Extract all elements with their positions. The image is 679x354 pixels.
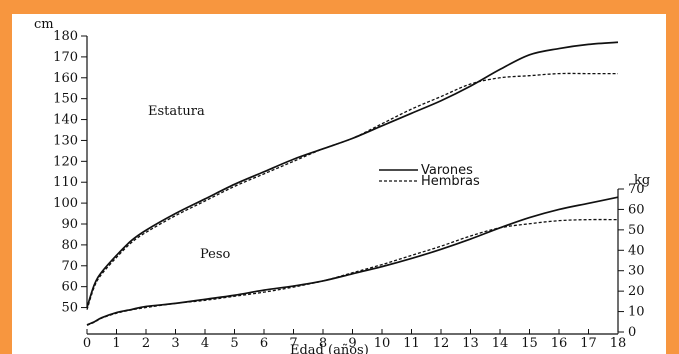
- y-right-tick-label: 0: [628, 325, 636, 340]
- y-left-tick-label: 60: [61, 280, 78, 295]
- x-tick-label: 12: [433, 336, 450, 351]
- growth-chart: 5060708090100110120130140150160170180010…: [34, 17, 650, 354]
- y-right-tick-label: 40: [628, 243, 645, 258]
- y-right-tick-label: 60: [628, 202, 645, 217]
- y-left-tick-label: 80: [61, 238, 78, 253]
- y-left-tick-label: 110: [53, 175, 78, 190]
- x-tick-label: 13: [462, 336, 479, 351]
- x-tick-label: 17: [580, 336, 597, 351]
- legend-label-hembras: Hembras: [421, 174, 480, 189]
- y-left-tick-label: 90: [61, 217, 78, 232]
- y-left-tick-label: 150: [53, 92, 78, 107]
- y-right-tick-label: 30: [628, 264, 645, 279]
- y-left-tick-label: 50: [61, 301, 78, 316]
- x-tick-label: 15: [521, 336, 538, 351]
- x-tick-label: 14: [492, 336, 509, 351]
- x-tick-label: 1: [112, 336, 120, 351]
- y-right-tick-label: 20: [628, 284, 645, 299]
- y-right-tick-label: 10: [628, 305, 645, 320]
- y-left-tick-label: 120: [53, 154, 78, 169]
- y-left-tick-label: 180: [53, 29, 78, 44]
- annotation-peso: Peso: [200, 247, 231, 262]
- series-lines: [86, 41, 619, 326]
- series-peso-varones: [86, 196, 619, 326]
- legend-label-varones: Varones: [421, 163, 473, 178]
- x-tick-label: 0: [83, 336, 91, 351]
- y-left-tick-label: 170: [53, 50, 78, 65]
- x-tick-label: 3: [171, 336, 179, 351]
- y-right-unit: kg: [634, 173, 650, 188]
- x-tick-label: 5: [230, 336, 238, 351]
- x-tick-label: 11: [403, 336, 420, 351]
- x-tick-label: 9: [348, 336, 356, 351]
- x-tick-label: 8: [319, 336, 327, 351]
- legend: Varones Hembras: [379, 163, 480, 189]
- x-tick-label: 4: [201, 336, 209, 351]
- series-estatura-hembras: [86, 72, 618, 310]
- y-left-tick-label: 130: [53, 133, 78, 148]
- x-tick-label: 10: [374, 336, 391, 351]
- axes: 5060708090100110120130140150160170180010…: [53, 29, 644, 351]
- series-peso-hembras: [86, 218, 619, 326]
- x-axis-label: Edad (años): [290, 343, 369, 354]
- chart-frame: 50 60 70 80 90 100 110 120 130 140 150 160 170 180 0 10…: [12, 14, 666, 354]
- series-estatura-varones: [86, 41, 619, 308]
- y-left-unit: cm: [34, 17, 54, 32]
- x-tick-label: 16: [551, 336, 568, 351]
- y-left-tick-label: 140: [53, 113, 78, 128]
- x-tick-label: 6: [260, 336, 268, 351]
- x-tick-label: 7: [289, 336, 297, 351]
- y-left-tick-label: 100: [53, 196, 78, 211]
- x-tick-label: 2: [142, 336, 150, 351]
- annotation-estatura: Estatura: [148, 104, 205, 119]
- y-left-tick-label: 70: [61, 259, 78, 274]
- y-right-tick-label: 70: [628, 182, 645, 197]
- y-left-tick-label: 160: [53, 71, 78, 86]
- x-tick-label: 18: [610, 336, 627, 351]
- y-right-tick-label: 50: [628, 223, 645, 238]
